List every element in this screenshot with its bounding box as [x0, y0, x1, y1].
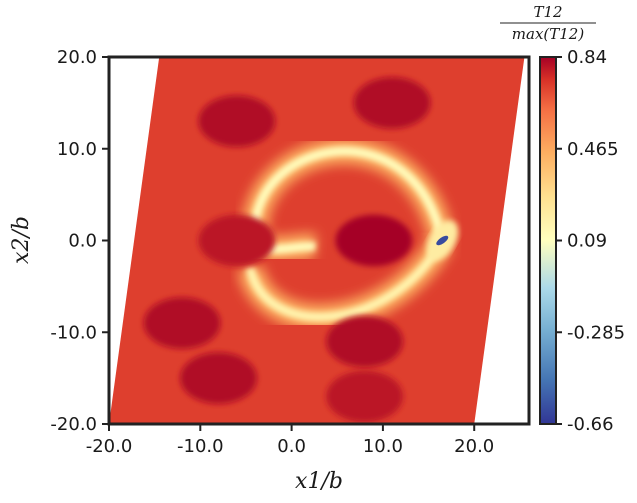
- lower-arc: [245, 238, 447, 322]
- colorbar: [539, 56, 557, 425]
- y-axis-label: x2/b: [9, 216, 34, 264]
- high-lobe-bottom-left: [180, 352, 257, 404]
- x-tick-label: 10.0: [363, 436, 403, 457]
- high-lobe-upper-left: [198, 95, 276, 147]
- high-lobe-bottom-mid: [326, 370, 403, 423]
- colorbar-tick-label: 0.84: [567, 47, 607, 68]
- x-axis-label: x1/b: [295, 469, 343, 494]
- high-lobe-center: [335, 214, 413, 267]
- field-domain: [109, 57, 525, 424]
- colorbar-tick-label: 0.465: [567, 139, 619, 160]
- x-axis: -20.0 -10.0 0.0 10.0 20.0: [86, 424, 494, 457]
- colorbar-tick-label: -0.285: [567, 322, 625, 343]
- x-tick-label: 0.0: [277, 436, 306, 457]
- high-lobe-lower-mid: [326, 315, 403, 368]
- high-lobe-upper-right: [353, 77, 431, 129]
- y-tick-label: 0.0: [68, 231, 97, 252]
- upper-arc: [250, 146, 447, 254]
- y-tick-label: 10.0: [57, 139, 97, 160]
- high-lobe-left: [198, 214, 276, 267]
- colorbar-label: T12 max(T12): [500, 3, 596, 43]
- x-tick-label: -10.0: [177, 436, 224, 457]
- y-tick-label: -20.0: [50, 414, 97, 435]
- core-dipole: [436, 235, 449, 246]
- colorbar-label-numerator: T12: [533, 3, 562, 21]
- y-axis: -20.0 -10.0 0.0 10.0 20.0: [50, 47, 109, 435]
- colorbar-label-denominator: max(T12): [512, 25, 585, 43]
- colorbar-tick-label: 0.09: [567, 231, 607, 252]
- colorbar-ticks: 0.84 0.465 0.09 -0.285 -0.66: [556, 47, 625, 435]
- y-tick-label: -10.0: [50, 322, 97, 343]
- high-lobe-lower-left: [143, 297, 221, 349]
- colorbar-tick-label: -0.66: [567, 414, 614, 435]
- plot-area: [109, 57, 525, 424]
- y-tick-label: 20.0: [57, 47, 97, 68]
- x-tick-label: 20.0: [454, 436, 494, 457]
- x-tick-label: -20.0: [86, 436, 133, 457]
